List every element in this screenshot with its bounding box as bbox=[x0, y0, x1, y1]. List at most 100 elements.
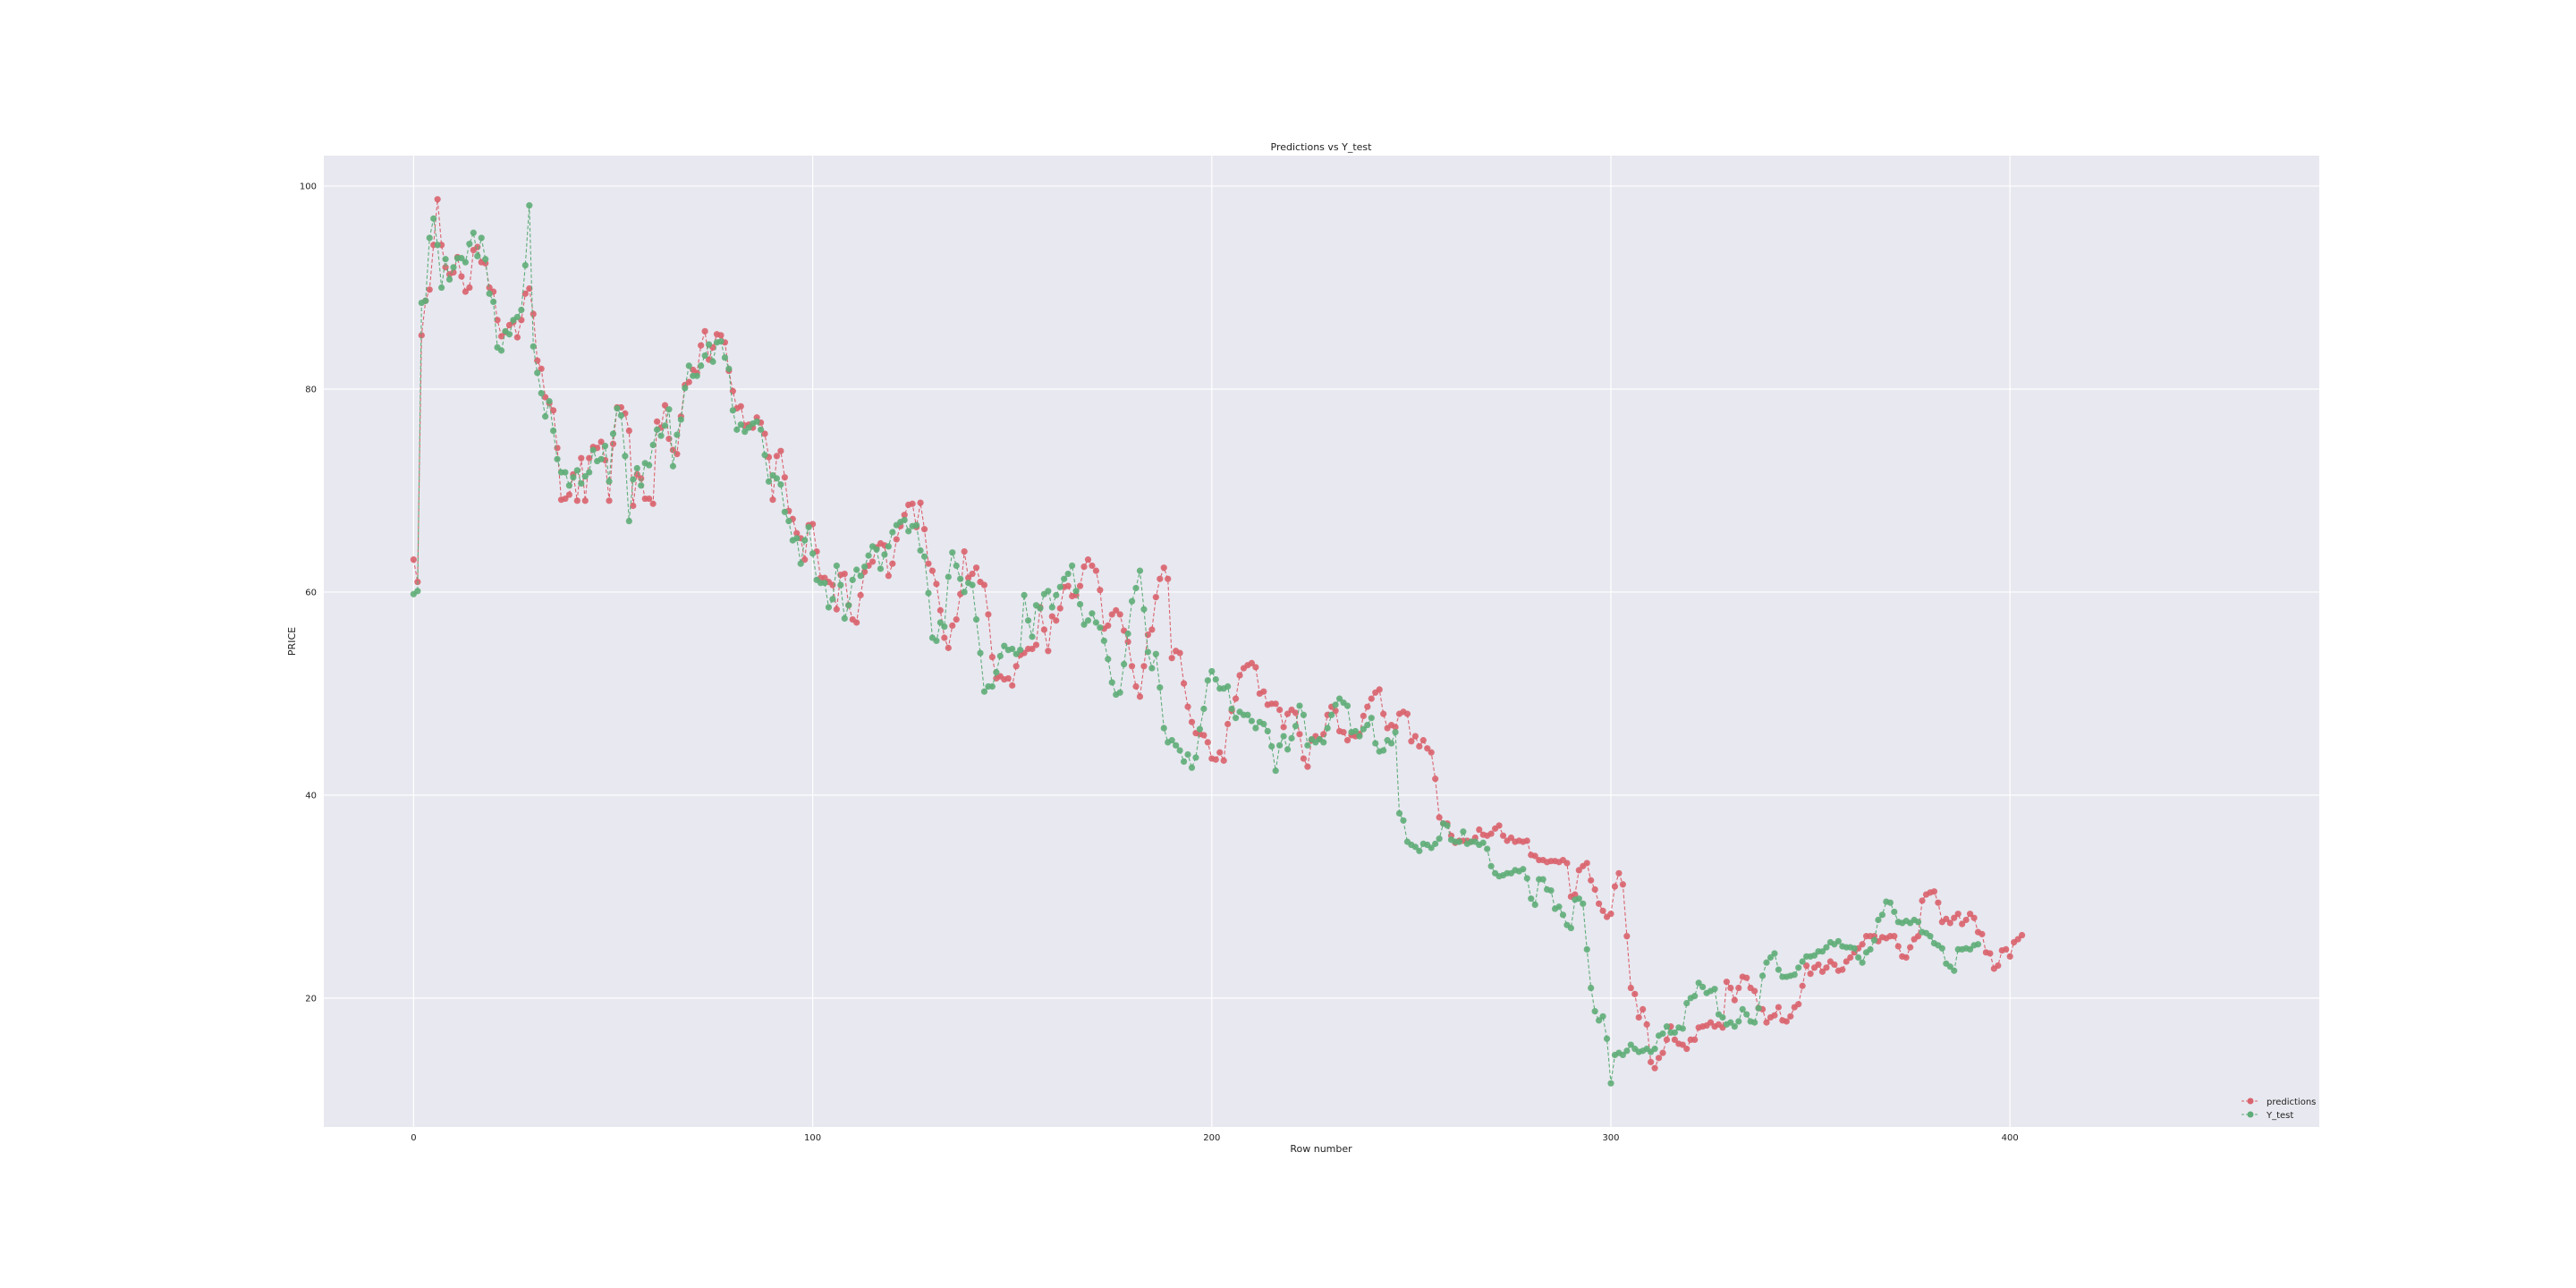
data-point-y-test bbox=[549, 427, 557, 435]
data-point-y-test bbox=[877, 565, 885, 572]
data-point-predictions bbox=[885, 572, 892, 580]
data-point-predictions bbox=[1671, 1036, 1678, 1044]
data-point-y-test bbox=[578, 479, 585, 487]
data-point-predictions bbox=[1284, 710, 1292, 717]
data-point-predictions bbox=[1859, 941, 1866, 948]
data-point-y-test bbox=[434, 242, 441, 249]
data-point-y-test bbox=[1591, 1008, 1598, 1015]
y-tick-label: 60 bbox=[305, 588, 317, 597]
data-point-predictions bbox=[1280, 724, 1287, 731]
data-point-y-test bbox=[1260, 720, 1267, 728]
data-point-predictions bbox=[941, 634, 948, 641]
data-point-predictions bbox=[1224, 720, 1232, 728]
data-point-predictions bbox=[777, 447, 784, 454]
data-point-y-test bbox=[625, 517, 632, 525]
data-point-y-test bbox=[1368, 715, 1375, 722]
data-point-predictions bbox=[717, 332, 724, 339]
data-point-predictions bbox=[2018, 931, 2026, 939]
data-point-y-test bbox=[821, 580, 828, 587]
data-point-y-test bbox=[665, 406, 673, 413]
data-point-predictions bbox=[1376, 686, 1383, 693]
data-point-y-test bbox=[538, 389, 545, 397]
data-point-y-test bbox=[1080, 621, 1088, 628]
data-point-predictions bbox=[1499, 832, 1507, 839]
data-point-y-test bbox=[1791, 971, 1798, 979]
data-point-y-test bbox=[1555, 903, 1563, 911]
data-point-predictions bbox=[1113, 606, 1120, 614]
data-point-y-test bbox=[1288, 734, 1295, 741]
data-point-predictions bbox=[521, 290, 529, 297]
data-point-y-test bbox=[1076, 600, 1084, 608]
data-point-predictions bbox=[1946, 919, 1953, 927]
data-point-y-test bbox=[1272, 767, 1279, 775]
data-point-y-test bbox=[638, 482, 645, 489]
data-point-predictions bbox=[1403, 710, 1411, 717]
data-point-y-test bbox=[1064, 570, 1072, 578]
data-point-predictions bbox=[513, 334, 521, 341]
data-point-predictions bbox=[1180, 680, 1188, 687]
data-point-y-test bbox=[530, 343, 537, 350]
data-point-y-test bbox=[698, 362, 705, 369]
data-point-y-test bbox=[597, 455, 605, 462]
data-point-y-test bbox=[777, 481, 784, 488]
data-point-y-test bbox=[1799, 958, 1806, 965]
data-point-y-test bbox=[1232, 715, 1240, 722]
x-tick-label: 400 bbox=[2002, 1133, 2019, 1143]
data-point-predictions bbox=[1276, 707, 1284, 714]
data-point-y-test bbox=[1818, 948, 1826, 955]
y-tick-label: 80 bbox=[305, 386, 317, 395]
data-point-predictions bbox=[1799, 982, 1806, 989]
data-point-predictions bbox=[1188, 718, 1196, 725]
data-point-y-test bbox=[497, 347, 505, 354]
data-point-y-test bbox=[1200, 705, 1208, 713]
data-point-y-test bbox=[988, 682, 996, 691]
data-point-y-test bbox=[478, 234, 485, 242]
data-point-predictions bbox=[1092, 567, 1099, 574]
data-point-predictions bbox=[1304, 763, 1311, 770]
data-point-predictions bbox=[1683, 1046, 1690, 1053]
data-point-y-test bbox=[1284, 746, 1292, 753]
data-point-predictions bbox=[1105, 622, 1112, 630]
data-point-y-test bbox=[977, 649, 984, 657]
data-point-predictions bbox=[1009, 682, 1016, 689]
data-point-y-test bbox=[1531, 901, 1538, 909]
data-point-y-test bbox=[1268, 742, 1275, 750]
data-point-predictions bbox=[1995, 962, 2002, 970]
data-point-predictions bbox=[1260, 688, 1267, 695]
data-point-predictions bbox=[1144, 631, 1151, 639]
data-point-y-test bbox=[757, 426, 765, 433]
x-tick-label: 0 bbox=[411, 1133, 416, 1143]
data-point-y-test bbox=[961, 589, 968, 596]
data-point-y-test bbox=[1683, 999, 1690, 1007]
data-point-predictions bbox=[530, 310, 537, 318]
data-point-y-test bbox=[1100, 637, 1107, 645]
data-point-y-test bbox=[1121, 660, 1128, 668]
data-point-predictions bbox=[1411, 733, 1419, 740]
data-point-predictions bbox=[1380, 710, 1387, 717]
data-point-predictions bbox=[538, 365, 545, 372]
data-point-y-test bbox=[1886, 899, 1894, 906]
data-point-predictions bbox=[1097, 587, 1104, 594]
data-point-y-test bbox=[1823, 944, 1830, 951]
data-point-y-test bbox=[705, 341, 713, 348]
data-point-y-test bbox=[1192, 754, 1199, 761]
data-point-predictions bbox=[1599, 907, 1606, 914]
data-point-predictions bbox=[1619, 881, 1626, 888]
data-point-y-test bbox=[972, 616, 980, 623]
data-point-predictions bbox=[1200, 732, 1208, 739]
data-point-y-test bbox=[1520, 866, 1527, 873]
data-point-y-test bbox=[1048, 604, 1055, 611]
data-point-predictions bbox=[969, 570, 976, 578]
legend-label-predictions: predictions bbox=[2267, 1097, 2316, 1107]
data-point-y-test bbox=[1152, 650, 1159, 657]
data-point-y-test bbox=[745, 424, 752, 431]
data-point-y-test bbox=[438, 284, 445, 292]
data-point-predictions bbox=[630, 502, 637, 510]
data-point-y-test bbox=[1136, 567, 1144, 574]
data-point-predictions bbox=[1787, 1013, 1794, 1020]
data-point-predictions bbox=[1743, 974, 1750, 981]
data-point-predictions bbox=[1496, 822, 1503, 829]
data-point-y-test bbox=[1559, 911, 1567, 919]
data-point-predictions bbox=[466, 284, 473, 292]
data-point-predictions bbox=[410, 556, 417, 564]
